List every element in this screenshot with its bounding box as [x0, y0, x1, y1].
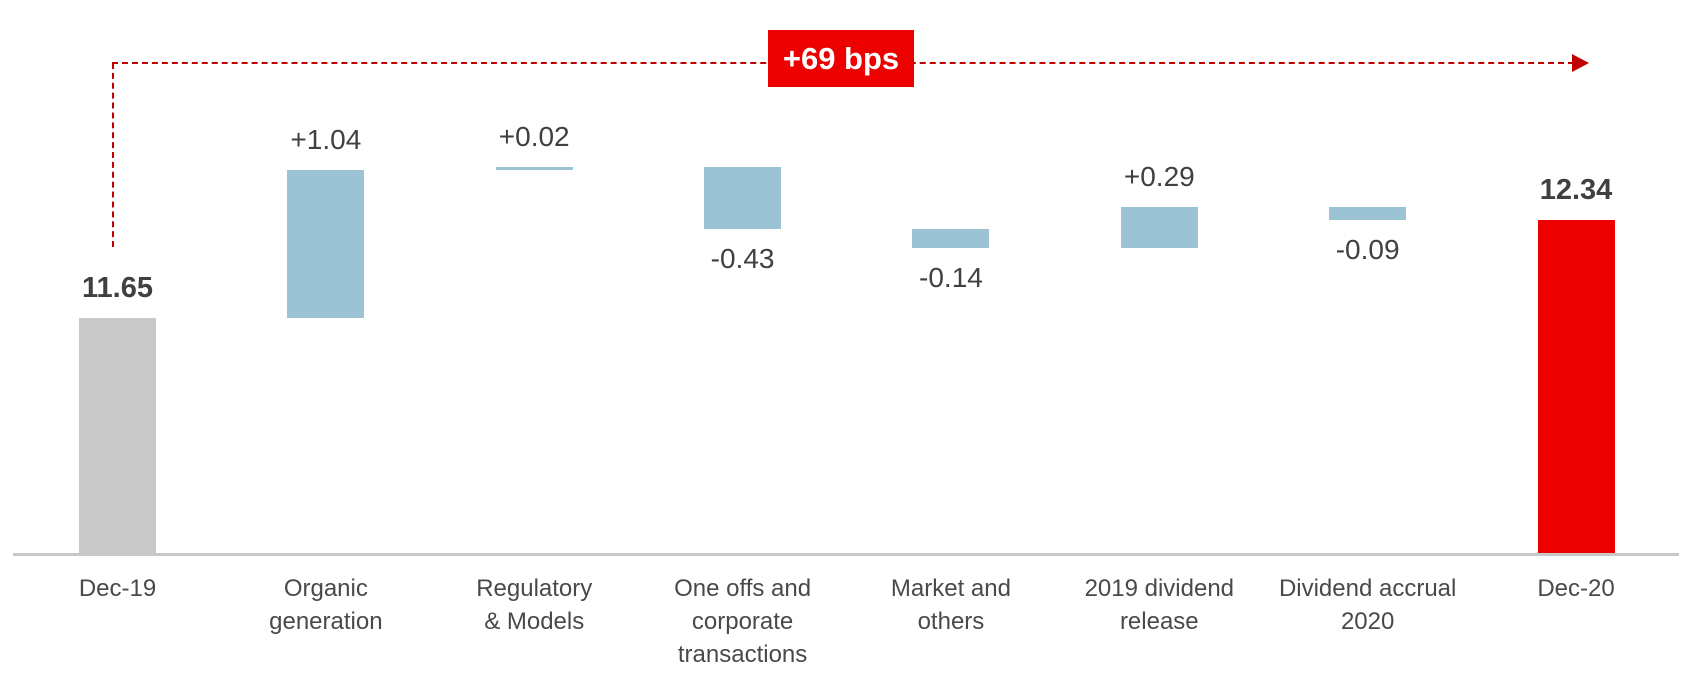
category-label-line: Dividend accrual: [1278, 575, 1457, 602]
category-label-dividend-accrual-2020: Dividend accrual 2020: [1253, 572, 1483, 638]
value-label-regulatory-models: +0.02: [498, 121, 570, 153]
value-label-2019-dividend-release: +0.29: [1123, 161, 1195, 193]
value-label-market-and-others: -0.14: [919, 262, 983, 294]
bar-dec-19: [79, 318, 156, 553]
bar-organic-generation: [287, 170, 365, 319]
category-label-dec-20: Dec-20: [1461, 572, 1691, 605]
category-label-line: 2019 dividend: [1084, 575, 1235, 602]
category-label-one-offs-corporate-transactions: One offs and corporate transactions: [628, 572, 858, 671]
delta-badge-label: +69 bps: [782, 40, 900, 76]
category-label-line: One offs and: [674, 575, 812, 602]
bar-one-offs-corporate-transactions: [704, 167, 782, 229]
bar-dec-20: [1537, 220, 1615, 553]
category-label-line: corporate: [691, 608, 794, 635]
bar-2019-dividend-release: [1120, 207, 1198, 249]
value-label-dec-20: 12.34: [1539, 174, 1613, 207]
category-label-line: Dec-19: [78, 575, 157, 602]
category-label-line: Organic: [283, 575, 368, 602]
category-label-line: & Models: [484, 608, 585, 635]
value-label-organic-generation: +1.04: [290, 124, 362, 156]
category-label-line: release: [1119, 608, 1199, 635]
category-label-2019-dividend-release: 2019 dividend release: [1044, 572, 1274, 638]
category-label-line: Market and: [890, 575, 1011, 602]
category-label-line: 2020: [1340, 608, 1395, 635]
category-label-line: generation: [269, 608, 383, 635]
category-label-line: transactions: [677, 641, 808, 668]
value-label-one-offs-corporate-transactions: -0.43: [710, 242, 775, 274]
value-label-dividend-accrual-2020: -0.09: [1335, 234, 1400, 266]
category-label-line: Regulatory: [476, 575, 593, 602]
category-label-regulatory-models: Regulatory & Models: [419, 572, 649, 638]
bar-dividend-accrual-2020: [1329, 207, 1407, 220]
delta-arrow-vertical-line: [112, 63, 114, 247]
category-label-line: Dec-20: [1537, 575, 1615, 602]
x-axis-line: [13, 553, 1679, 556]
value-label-dec-19: 11.65: [82, 272, 153, 305]
category-label-organic-generation: Organic generation: [211, 572, 441, 638]
bar-regulatory-models: [495, 167, 573, 171]
bar-market-and-others: [912, 228, 990, 249]
category-label-market-and-others: Market and others: [836, 572, 1066, 638]
delta-badge: +69 bps: [768, 30, 914, 87]
category-label-dec-19: Dec-19: [3, 572, 233, 605]
delta-arrow-head-icon: [1572, 54, 1589, 72]
category-label-line: others: [917, 608, 985, 635]
